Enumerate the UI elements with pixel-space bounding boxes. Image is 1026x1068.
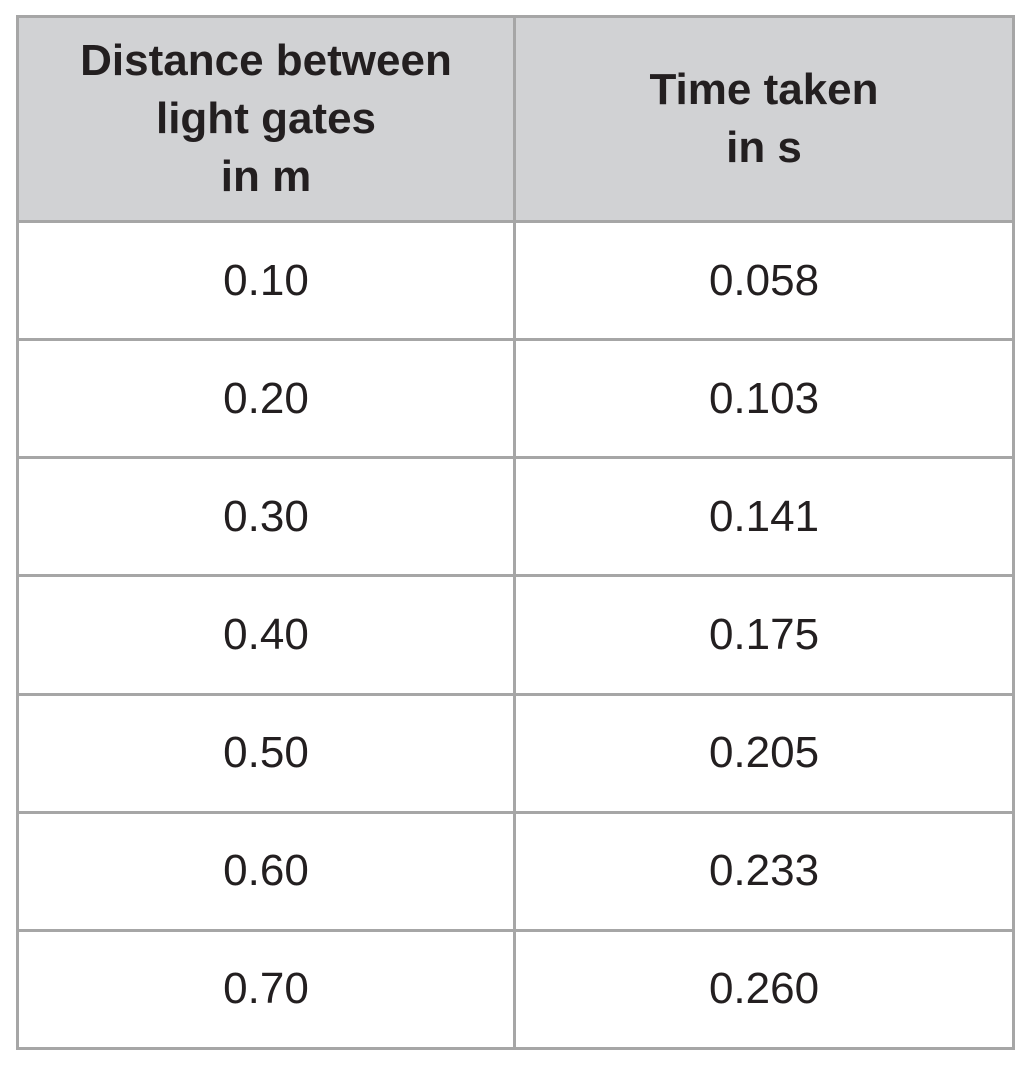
- table-row: 0.20 0.103: [16, 338, 1015, 460]
- time-cell: 0.205: [513, 692, 1015, 814]
- header-distance-line-3: in m: [220, 152, 312, 201]
- distance-cell: 0.40: [16, 574, 516, 696]
- header-distance-line-1: Distance between: [80, 36, 452, 85]
- header-distance-line-2: light gates: [155, 94, 377, 143]
- header-time-line-2: in s: [726, 123, 802, 172]
- header-time: Time taken in s: [513, 15, 1015, 223]
- distance-cell: 0.30: [16, 456, 516, 578]
- time-cell: 0.058: [513, 219, 1015, 342]
- time-cell: 0.233: [513, 810, 1015, 932]
- distance-time-table: Distance between light gates in m Time t…: [16, 15, 1015, 1051]
- table-row: 0.70 0.260: [16, 928, 1015, 1051]
- distance-cell: 0.70: [16, 928, 516, 1051]
- distance-cell: 0.60: [16, 810, 516, 932]
- table-row: 0.10 0.058: [16, 219, 1015, 342]
- header-time-line-1: Time taken: [649, 65, 879, 114]
- time-cell: 0.141: [513, 456, 1015, 578]
- table-row: 0.40 0.175: [16, 574, 1015, 696]
- time-cell: 0.175: [513, 574, 1015, 696]
- time-cell: 0.103: [513, 338, 1015, 460]
- table-row: 0.60 0.233: [16, 810, 1015, 932]
- distance-cell: 0.20: [16, 338, 516, 460]
- distance-cell: 0.50: [16, 692, 516, 814]
- data-table-container: Distance between light gates in m Time t…: [16, 15, 1015, 1051]
- table-row: 0.50 0.205: [16, 692, 1015, 814]
- distance-cell: 0.10: [16, 219, 516, 342]
- time-cell: 0.260: [513, 928, 1015, 1051]
- table-row: 0.30 0.141: [16, 456, 1015, 578]
- header-row: Distance between light gates in m Time t…: [16, 15, 1015, 223]
- header-distance: Distance between light gates in m: [16, 15, 516, 223]
